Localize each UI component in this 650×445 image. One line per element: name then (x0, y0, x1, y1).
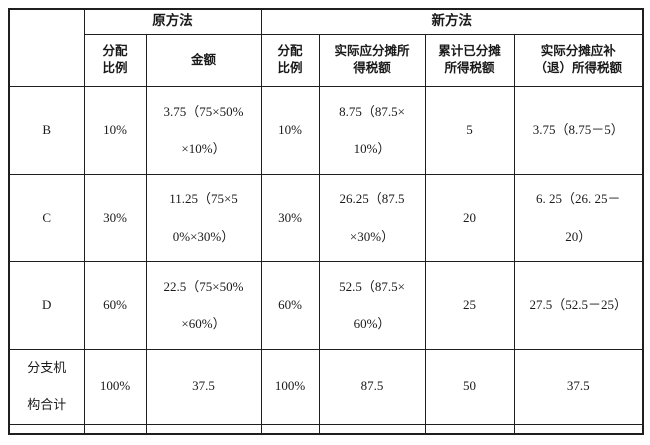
cell-c-cumulative-allocated-tax: 20 (424, 173, 515, 262)
cell-d-cumulative-allocated-tax: 25 (424, 260, 515, 350)
table-row-d: D 60% 22.5（75×50% ×60%） 60% 52.5（87.5× 6… (8, 260, 644, 350)
col-header-cumulative-allocated-tax: 累计已分摊 所得税额 (424, 33, 515, 87)
empty-cell (83, 423, 147, 435)
cell-total-ratio-new: 100% (260, 348, 320, 425)
cell-d-ratio-old: 60% (83, 260, 147, 350)
cell-d-ratio-new: 60% (260, 260, 320, 350)
cell-total-cumulative-allocated-tax: 50 (424, 348, 515, 425)
cell-b-ratio-old: 10% (83, 85, 147, 175)
cell-c-ratio-new: 30% (260, 173, 320, 262)
cell-d-amount: 22.5（75×50% ×60%） (145, 260, 262, 350)
empty-cell (318, 423, 426, 435)
cell-total-ratio-old: 100% (83, 348, 147, 425)
cell-c-actual-allocated-tax: 26.25（87.5 ×30%） (318, 173, 426, 262)
header-sub-row: 分配 比例 金额 分配 比例 实际应分摊所 得税额 累计已分摊 所得税额 实际分… (9, 33, 644, 87)
col-header-amount: 金额 (145, 33, 262, 87)
cell-total-supplement-refund-tax: 37.5 (513, 348, 644, 425)
col-header-ratio-old: 分配 比例 (83, 33, 147, 87)
col-header-supplement-refund-tax: 实际分摊应补 （退）所得税额 (513, 33, 644, 87)
cell-c-ratio-old: 30% (83, 173, 147, 262)
row-header-d: D (8, 260, 85, 350)
cell-b-actual-allocated-tax: 8.75（87.5× 10%） (318, 85, 426, 175)
cell-d-actual-allocated-tax: 52.5（87.5× 60%） (318, 260, 426, 350)
tax-allocation-table: 原方法 新方法 分配 比例 金额 分配 比例 实际应分摊所 得税额 累计已分摊 … (8, 8, 644, 435)
cell-total-amount: 37.5 (145, 348, 262, 425)
empty-cell (513, 423, 644, 435)
group-old-method: 原方法 (83, 8, 262, 35)
empty-cell (8, 423, 85, 435)
cell-b-ratio-new: 10% (260, 85, 320, 175)
cell-c-amount: 11.25（75×5 0%×30%） (145, 173, 262, 262)
cell-c-supplement-refund-tax: 6. 25（26. 25－ 20） (513, 173, 644, 262)
cell-b-supplement-refund-tax: 3.75（8.75－5） (513, 85, 644, 175)
row-header-branch-total: 分支机 构合计 (8, 348, 85, 425)
table-row-empty (8, 423, 644, 435)
corner-cell (8, 8, 85, 87)
group-new-method: 新方法 (260, 8, 644, 35)
empty-cell (424, 423, 515, 435)
col-header-actual-allocated-tax: 实际应分摊所 得税额 (318, 33, 426, 87)
cell-total-actual-allocated-tax: 87.5 (318, 348, 426, 425)
cell-b-amount: 3.75（75×50% ×10%） (145, 85, 262, 175)
cell-d-supplement-refund-tax: 27.5（52.5－25） (513, 260, 644, 350)
empty-cell (145, 423, 262, 435)
empty-cell (260, 423, 320, 435)
cell-b-cumulative-allocated-tax: 5 (424, 85, 515, 175)
header-group-row: 原方法 新方法 (8, 8, 644, 87)
row-header-b: B (8, 85, 85, 175)
table-row-branch-total: 分支机 构合计 100% 37.5 100% 87.5 50 37.5 (8, 348, 644, 425)
table-row-c: C 30% 11.25（75×5 0%×30%） 30% 26.25（87.5 … (8, 173, 644, 262)
col-header-ratio-new: 分配 比例 (260, 33, 320, 87)
row-header-c: C (8, 173, 85, 262)
table-row-b: B 10% 3.75（75×50% ×10%） 10% 8.75（87.5× 1… (8, 85, 644, 175)
